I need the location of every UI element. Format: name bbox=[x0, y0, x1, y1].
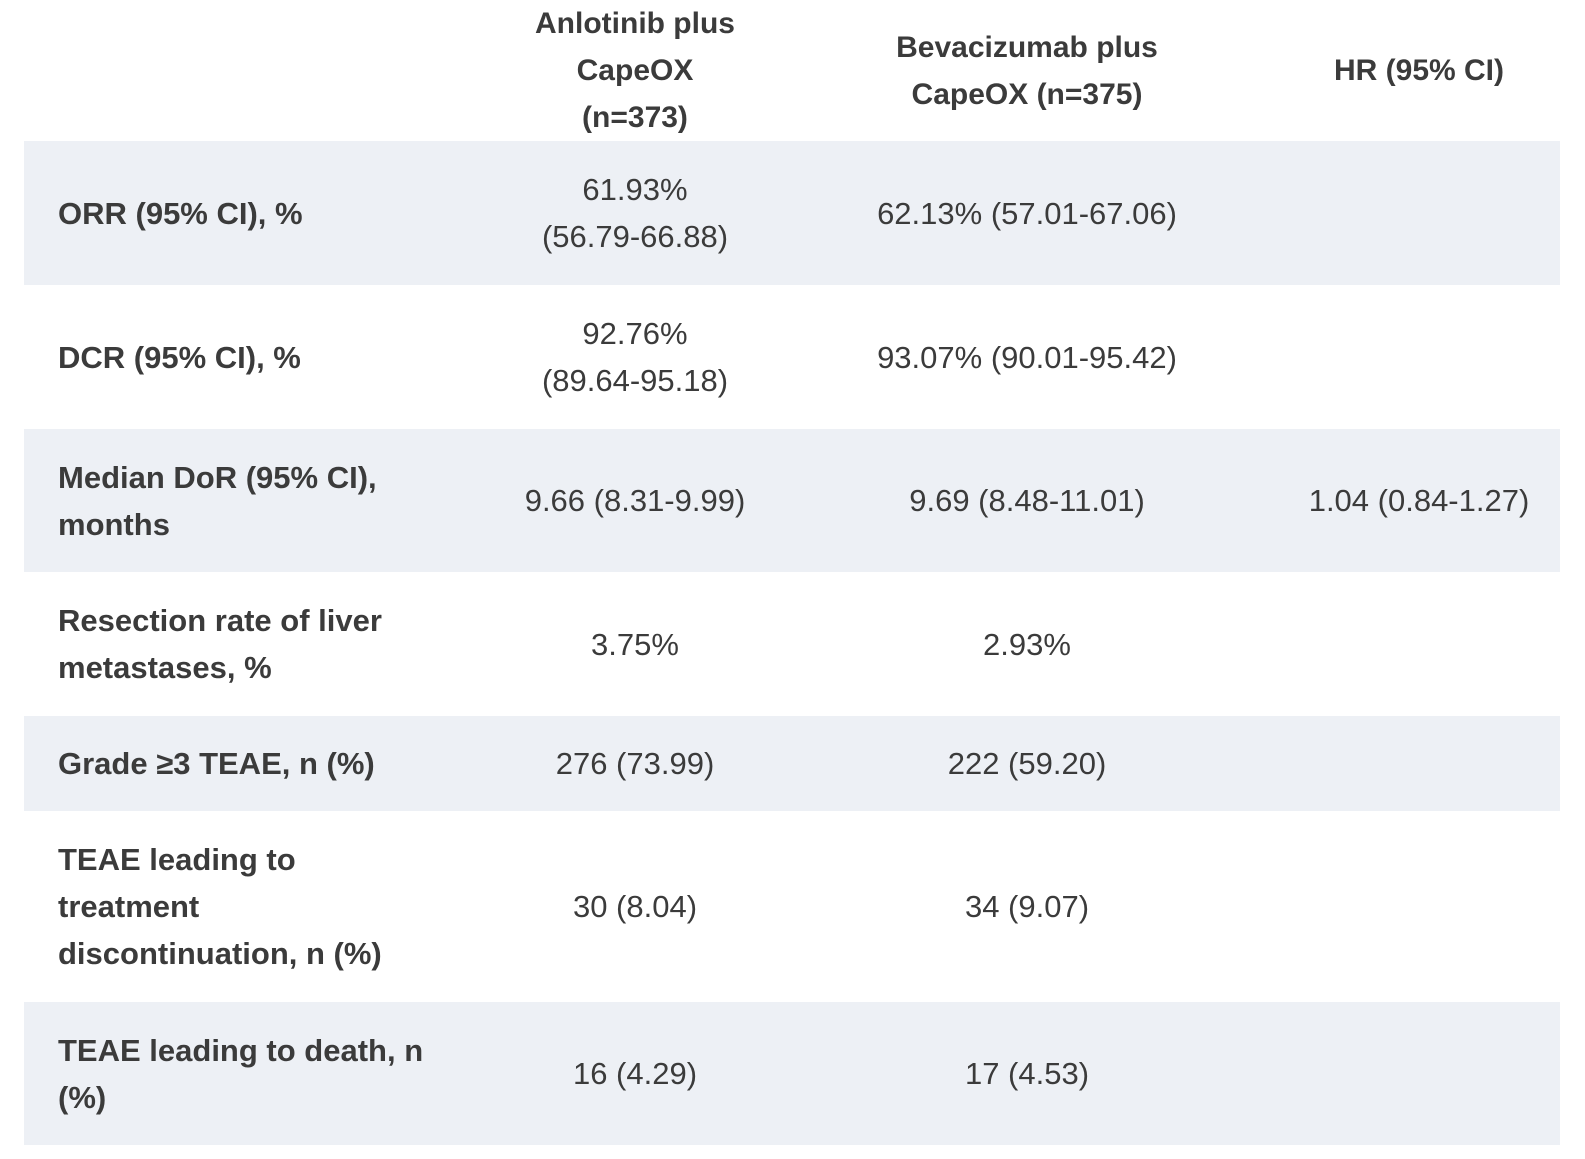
cell-bevacizumab: 17 (4.53) bbox=[776, 1002, 1278, 1145]
results-table-container: Anlotinib plus CapeOX (n=373) Bevacizuma… bbox=[24, 0, 1560, 1145]
header-anlotinib: Anlotinib plus CapeOX (n=373) bbox=[535, 7, 735, 134]
header-row: Anlotinib plus CapeOX (n=373) Bevacizuma… bbox=[24, 0, 1560, 141]
cell-hr bbox=[1278, 141, 1560, 285]
cell-anlotinib: 3.75% bbox=[494, 572, 776, 716]
table-header: Anlotinib plus CapeOX (n=373) Bevacizuma… bbox=[24, 0, 1560, 141]
row-label: TEAE leading to treatment discontinuatio… bbox=[24, 811, 494, 1002]
table-row: TEAE leading to treatment discontinuatio… bbox=[24, 811, 1560, 1002]
results-table: Anlotinib plus CapeOX (n=373) Bevacizuma… bbox=[24, 0, 1560, 1145]
cell-bevacizumab: 222 (59.20) bbox=[776, 716, 1278, 811]
cell-bevacizumab: 9.69 (8.48-11.01) bbox=[776, 429, 1278, 572]
cell-bevacizumab: 93.07% (90.01-95.42) bbox=[776, 285, 1278, 429]
table-body: ORR (95% CI), % 61.93% (56.79-66.88) 62.… bbox=[24, 141, 1560, 1145]
table-row: Grade ≥3 TEAE, n (%) 276 (73.99) 222 (59… bbox=[24, 716, 1560, 811]
cell-hr bbox=[1278, 572, 1560, 716]
table-row: Median DoR (95% CI), months 9.66 (8.31-9… bbox=[24, 429, 1560, 572]
cell-anlotinib: 61.93% (56.79-66.88) bbox=[494, 141, 776, 285]
table-row: Resection rate of liver metastases, % 3.… bbox=[24, 572, 1560, 716]
cell-anlotinib: 9.66 (8.31-9.99) bbox=[494, 429, 776, 572]
cell-hr bbox=[1278, 716, 1560, 811]
header-hr: HR (95% CI) bbox=[1333, 54, 1505, 87]
cell-anlotinib: 92.76% (89.64-95.18) bbox=[494, 285, 776, 429]
row-label: Grade ≥3 TEAE, n (%) bbox=[24, 716, 494, 811]
cell-hr bbox=[1278, 285, 1560, 429]
row-label: Median DoR (95% CI), months bbox=[24, 429, 494, 572]
header-bevacizumab: Bevacizumab plus CapeOX (n=375) bbox=[896, 30, 1158, 111]
cell-hr bbox=[1278, 811, 1560, 1002]
cell-hr bbox=[1278, 1002, 1560, 1145]
table-row: ORR (95% CI), % 61.93% (56.79-66.88) 62.… bbox=[24, 141, 1560, 285]
row-label: TEAE leading to death, n (%) bbox=[24, 1002, 494, 1145]
cell-anlotinib: 276 (73.99) bbox=[494, 716, 776, 811]
cell-bevacizumab: 2.93% bbox=[776, 572, 1278, 716]
cell-anlotinib: 30 (8.04) bbox=[494, 811, 776, 1002]
cell-bevacizumab: 34 (9.07) bbox=[776, 811, 1278, 1002]
header-empty-cell bbox=[24, 0, 494, 141]
table-row: DCR (95% CI), % 92.76% (89.64-95.18) 93.… bbox=[24, 285, 1560, 429]
cell-hr: 1.04 (0.84-1.27) bbox=[1278, 429, 1560, 572]
table-row: TEAE leading to death, n (%) 16 (4.29) 1… bbox=[24, 1002, 1560, 1145]
row-label: DCR (95% CI), % bbox=[24, 285, 494, 429]
cell-bevacizumab: 62.13% (57.01-67.06) bbox=[776, 141, 1278, 285]
row-label: Resection rate of liver metastases, % bbox=[24, 572, 494, 716]
row-label: ORR (95% CI), % bbox=[24, 141, 494, 285]
cell-anlotinib: 16 (4.29) bbox=[494, 1002, 776, 1145]
